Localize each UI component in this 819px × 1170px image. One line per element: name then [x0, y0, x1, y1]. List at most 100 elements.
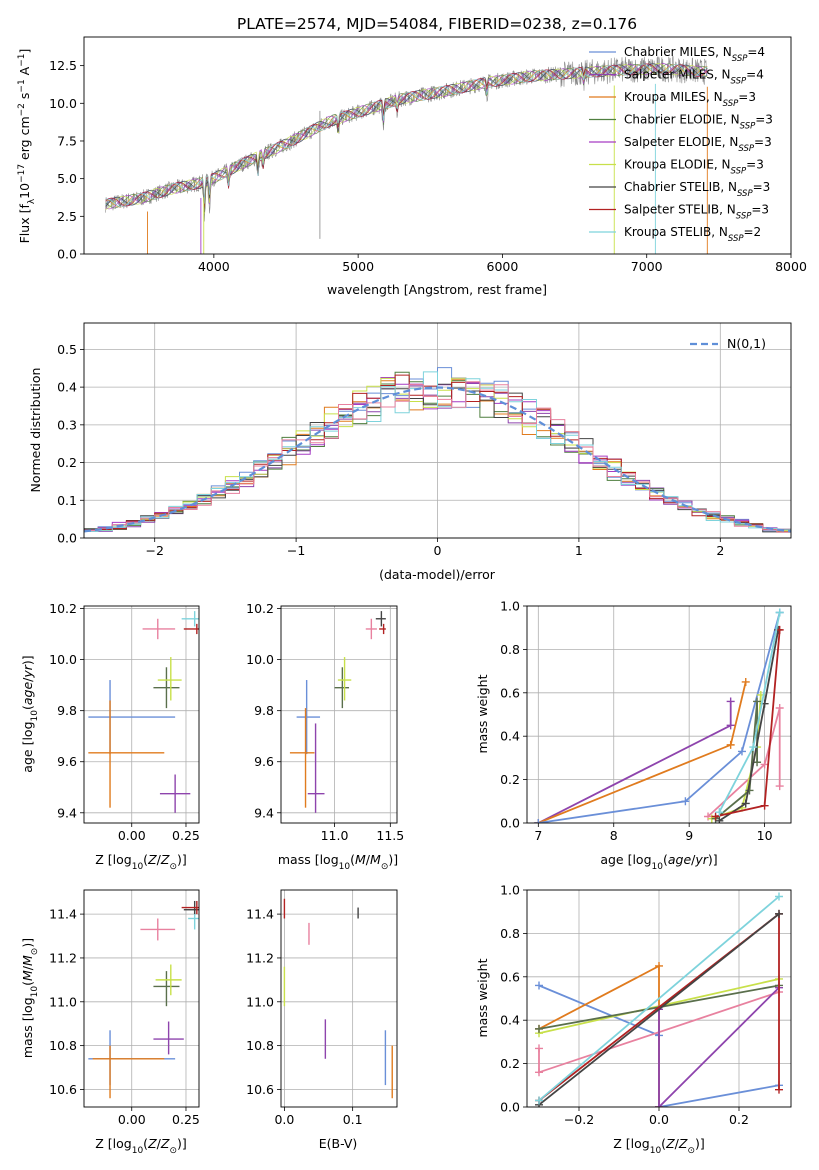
weight-marker [749, 743, 758, 752]
model-spectrum-kroupa_stelib [105, 63, 708, 208]
y-tick-label: 5.0 [57, 171, 77, 186]
mass_vs_ebv-plot-area [283, 898, 393, 1099]
mass_vs_Z-plot-area [88, 900, 199, 1099]
y-tick-label: 0.4 [500, 1013, 520, 1028]
y-tick-label: 9.8 [254, 703, 274, 718]
y-tick-label: 10.0 [49, 652, 77, 667]
weight-marker [655, 1103, 663, 1107]
weight-marker [715, 816, 724, 823]
x-tick-label: 0.1 [343, 1112, 363, 1127]
legend-entry: Salpeter MILES, NSSP=4 [624, 68, 764, 87]
y-tick-label: 0.8 [500, 642, 520, 657]
y-tick-label: 10.2 [246, 601, 274, 616]
age_vs_Z-plot-area [88, 611, 199, 813]
weight-marker [535, 1068, 543, 1077]
x-tick-label: 0.2 [729, 1112, 749, 1127]
y-tick-label: 0.1 [57, 493, 77, 508]
x-tick-label: 0.00 [118, 1112, 146, 1127]
age_vs_Z-axes: 0.00 0.25 9.4 9.6 9.8 10.0 10.2 [49, 601, 200, 843]
mass-vs-ebv-x-label: E(B-V) [319, 1136, 358, 1151]
y-tick-label: 10.2 [49, 601, 77, 616]
legend-entry: Salpeter STELIB, NSSP=3 [624, 203, 769, 222]
weight-marker [535, 1096, 543, 1105]
x-tick-label: 0 [434, 543, 442, 558]
weight-line-salpeter_miles [658, 986, 780, 1107]
weight_vs_Z-axes: −0.2 0.0 0.2 0.0 0.2 0.4 0.6 0.8 1.0 [500, 883, 791, 1127]
weight-marker [681, 797, 690, 806]
weight-line-chabrier_stelib [538, 913, 780, 1106]
x-tick-label: 0.25 [172, 828, 200, 843]
weight-vs-Z-x-label: Z [log10(Z/Z⊙)] [613, 1136, 705, 1156]
residuals-plot-area [84, 367, 791, 533]
x-tick-label: 7 [534, 828, 542, 843]
y-tick-label: 11.2 [246, 950, 274, 965]
x-tick-label: 1 [575, 543, 583, 558]
weight-marker [775, 782, 784, 791]
weight-marker [737, 747, 746, 756]
weight-marker [741, 677, 750, 686]
x-tick-label: 8000 [775, 259, 807, 274]
weight-marker [715, 808, 724, 817]
weight-line-chabrier_miles [538, 612, 781, 823]
weight_vs_age-plot-area [534, 608, 784, 823]
y-tick-label: 0.4 [57, 380, 77, 395]
x-tick-label: 11.0 [321, 828, 349, 843]
x-tick-label: 5000 [342, 259, 374, 274]
y-tick-label: 1.0 [500, 599, 520, 614]
weight-vs-age-x-label: age [log10(age/yr)] [600, 852, 717, 872]
x-tick-label: 8 [610, 828, 618, 843]
age_vs_mass-frame [280, 605, 398, 824]
weight-line-salpeter_miles [537, 701, 732, 823]
y-tick-label: 9.4 [57, 805, 77, 820]
residuals-frame [83, 322, 792, 539]
y-tick-label: 0.3 [57, 417, 77, 432]
y-tick-label: 12.5 [49, 58, 77, 73]
x-tick-label: 7000 [631, 259, 663, 274]
legend-entry: Chabrier STELIB, NSSP=3 [624, 180, 770, 199]
y-tick-label: 0.0 [57, 247, 77, 262]
x-tick-label: 0.0 [649, 1112, 669, 1127]
weight-marker [535, 1044, 543, 1053]
residuals-x-label: (data-model)/error [379, 567, 496, 582]
weight-marker [726, 740, 735, 749]
histogram-kroupa_stelib [84, 371, 791, 532]
age_vs_Z-frame [83, 605, 200, 824]
weight-marker [726, 697, 735, 706]
x-tick-label: 11.5 [376, 828, 404, 843]
weight_vs_Z-plot-area [535, 892, 783, 1107]
y-tick-label: 0.6 [500, 685, 520, 700]
y-tick-label: 7.5 [57, 133, 77, 148]
model-spectrum-kroupa_elodie [105, 63, 708, 214]
y-tick-label: 11.0 [246, 994, 274, 1009]
y-tick-label: 0.0 [500, 1100, 520, 1115]
x-tick-label: 2 [716, 543, 724, 558]
weight-marker [655, 961, 663, 970]
y-tick-label: 9.8 [57, 703, 77, 718]
weight-marker [760, 801, 769, 810]
x-tick-label: 6000 [487, 259, 519, 274]
spectrum-frame [83, 36, 792, 255]
residuals-axes: −2 −1 0 1 2 0.0 0.1 0.2 0.3 0.4 0.5 [57, 323, 791, 558]
y-tick-label: 10.6 [246, 1082, 274, 1097]
mass_vs_ebv-axes: 0.0 0.1 10.6 10.8 11.0 11.2 11.4 [246, 890, 397, 1127]
y-tick-label: 1.0 [500, 883, 520, 898]
y-tick-label: 10.0 [246, 652, 274, 667]
age_vs_mass-plot-area [289, 611, 386, 813]
weight-line-kroupa_miles [537, 681, 747, 823]
y-tick-label: 9.6 [57, 754, 77, 769]
y-tick-label: 0.0 [500, 816, 520, 831]
weight-marker [775, 909, 783, 918]
y-tick-label: 10.8 [49, 1038, 77, 1053]
histogram-pink [84, 381, 791, 533]
y-tick-label: 9.4 [254, 805, 274, 820]
legend-entry: Chabrier ELODIE, NSSP=3 [624, 113, 773, 132]
mass_vs_ebv-frame [280, 889, 398, 1108]
weight-marker [753, 697, 762, 706]
y-tick-label: 11.2 [49, 950, 77, 965]
weight-marker [775, 608, 784, 617]
weight-vs-age-y-label: mass weight [475, 674, 490, 753]
y-tick-label: 10.6 [49, 1082, 77, 1097]
x-tick-label: 0.0 [274, 1112, 294, 1127]
y-tick-label: 0.2 [500, 1056, 520, 1071]
